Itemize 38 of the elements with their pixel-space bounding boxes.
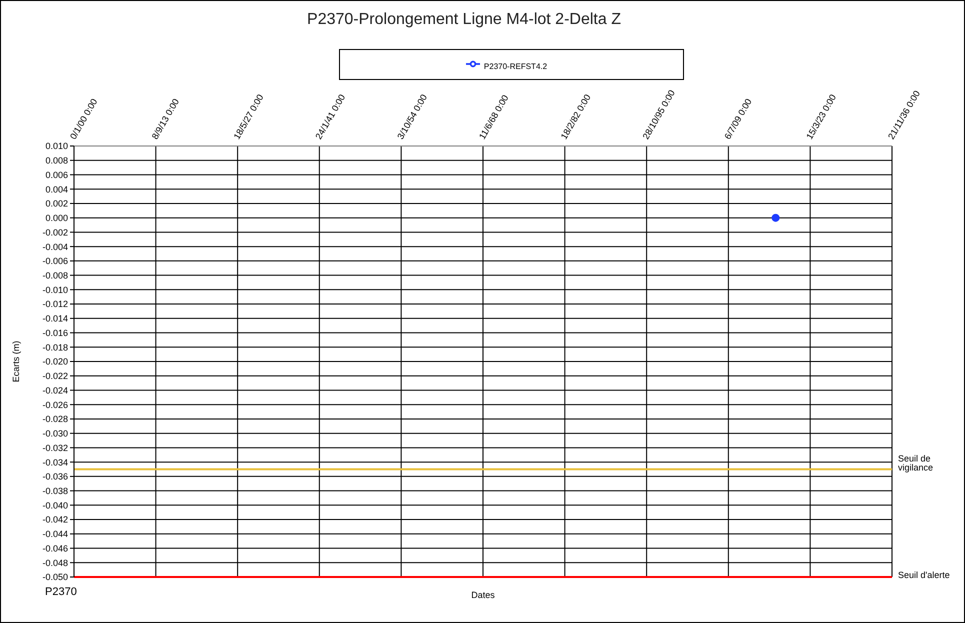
y-tick-label: -0.024 <box>42 385 68 396</box>
y-tick-label: -0.004 <box>42 242 68 252</box>
y-tick-label: -0.008 <box>42 270 68 280</box>
y-tick-label: 0.010 <box>45 141 68 152</box>
y-tick-label: -0.002 <box>42 227 68 238</box>
y-tick-label: -0.038 <box>42 486 68 496</box>
y-tick-label: -0.010 <box>42 284 68 295</box>
y-tick-label: 0.006 <box>45 170 68 180</box>
y-tick-label: -0.030 <box>42 428 68 439</box>
y-tick-label: -0.014 <box>42 314 68 324</box>
y-tick-label: -0.018 <box>42 342 68 352</box>
chart-title: P2370-Prolongement Ligne M4-lot 2-Delta Z <box>306 11 622 29</box>
y-tick-label: -0.012 <box>42 299 68 310</box>
y-tick-label: -0.032 <box>42 442 68 453</box>
y-tick-label: 0.002 <box>45 198 68 209</box>
y-tick-label: -0.034 <box>42 457 68 468</box>
text: P2370 <box>45 586 77 598</box>
y-tick-label: -0.016 <box>42 328 68 338</box>
y-tick-label: -0.042 <box>42 514 68 525</box>
y-tick-label: -0.050 <box>42 572 68 582</box>
y-tick-label: -0.046 <box>42 543 68 554</box>
y-tick-label: -0.028 <box>42 414 68 424</box>
y-tick-label: 0.000 <box>45 213 68 224</box>
y-tick-label: -0.026 <box>42 400 68 410</box>
y-tick-label: -0.022 <box>42 371 68 382</box>
y-tick-label: -0.006 <box>42 256 68 266</box>
y-axis-title: Ecarts (m) <box>11 340 22 382</box>
y-tick-label: -0.044 <box>42 529 68 540</box>
y-tick-label: -0.020 <box>42 356 68 367</box>
y-tick-label: -0.040 <box>42 500 68 510</box>
ref-line-label: Seuil d'alerte <box>898 570 950 580</box>
y-tick-label: 0.004 <box>45 184 68 194</box>
y-tick-label: 0.008 <box>45 156 68 166</box>
y-tick-label: -0.048 <box>42 558 68 568</box>
legend-label: P2370-REFST4.2 <box>484 62 548 70</box>
y-tick-label: -0.036 <box>42 472 68 482</box>
ref-line-label: Seuil de vigilance <box>898 453 934 472</box>
x-axis-title: Dates <box>471 590 495 600</box>
